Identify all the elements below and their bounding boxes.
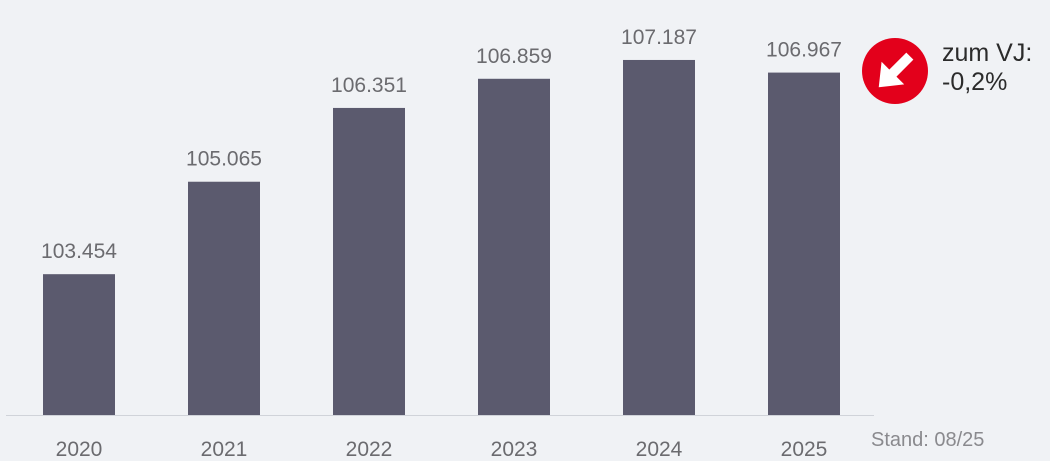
x-tick-label-2025: 2025 [781,438,828,461]
trend-text: zum VJ: -0,2% [942,39,1032,97]
value-label-2021: 105.065 [186,148,262,171]
bar-2023 [478,78,550,415]
x-tick-label-2024: 2024 [636,438,683,461]
value-label-2024: 107.187 [621,26,697,49]
value-label-2023: 106.859 [476,45,552,68]
x-tick-label-2021: 2021 [201,438,248,461]
x-tick-label-2022: 2022 [346,438,393,461]
trend-label: zum VJ: [942,39,1033,67]
trend-indicator: zum VJ: -0,2% [862,38,1032,104]
bar-2024 [623,59,695,415]
trend-value: -0,2% [942,68,1008,96]
value-label-2025: 106.967 [766,39,842,62]
x-tick-label-2023: 2023 [491,438,538,461]
bar-2021 [188,181,260,415]
source-note: Stand: 08/25 [871,429,985,451]
value-label-2022: 106.351 [331,74,407,97]
bar-2020 [43,274,115,415]
arrow-down-right-icon [862,38,928,104]
value-label-2020: 103.454 [41,240,117,263]
bar-2022 [333,107,405,415]
bar-2025 [768,72,840,415]
x-tick-label-2020: 2020 [56,438,103,461]
